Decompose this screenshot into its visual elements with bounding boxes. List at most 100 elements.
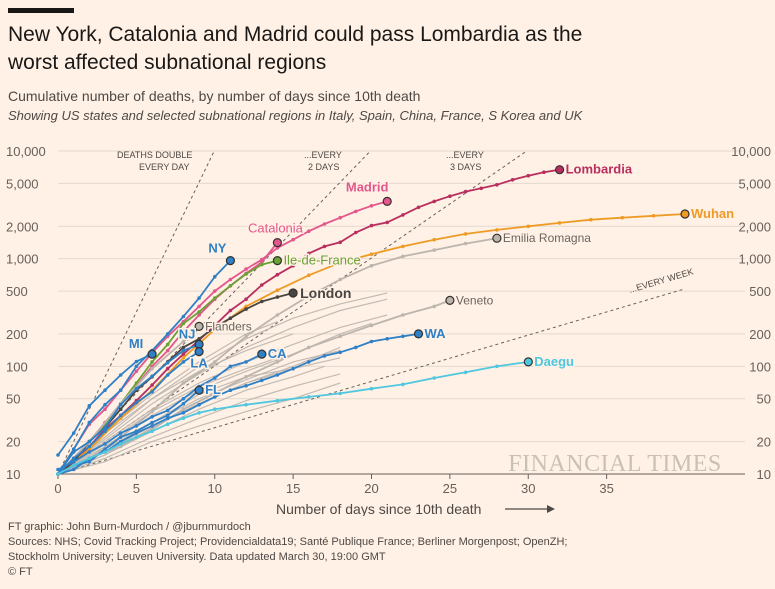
end-point-marker xyxy=(445,295,455,305)
y-tick-label-left: 100 xyxy=(6,359,28,374)
data-point xyxy=(463,241,468,246)
data-point xyxy=(150,390,154,394)
y-tick-label-right: 10 xyxy=(757,467,771,482)
data-point xyxy=(118,431,123,435)
y-tick-label-right: 20 xyxy=(757,435,771,450)
data-point xyxy=(181,345,186,350)
data-point xyxy=(150,415,154,419)
footer-sources-1: Sources: NHS; Covid Tracking Project; Pr… xyxy=(8,536,568,548)
data-point xyxy=(338,350,343,355)
y-tick-label-right: 100 xyxy=(749,359,771,374)
data-point xyxy=(213,376,217,380)
data-point xyxy=(103,425,107,430)
y-tick-label-right: 10,000 xyxy=(731,144,771,159)
data-point xyxy=(432,304,437,309)
chart-footer: FT graphic: John Burn-Murdoch / @jburnmu… xyxy=(8,520,567,580)
x-axis-title: Number of days since 10th death xyxy=(276,501,481,516)
data-point xyxy=(338,240,343,245)
series-label: NY xyxy=(208,241,226,256)
data-point xyxy=(103,450,107,454)
data-point xyxy=(275,398,280,403)
data-point xyxy=(103,429,107,434)
data-point xyxy=(181,356,186,360)
data-point xyxy=(87,439,92,444)
data-point xyxy=(165,360,170,365)
data-point xyxy=(307,395,311,399)
footer-sources-2: Stockholm University; Leuven University.… xyxy=(8,551,386,563)
data-point xyxy=(71,467,76,472)
y-tick-label-right: 5,000 xyxy=(738,176,771,191)
end-point-marker xyxy=(272,255,282,266)
series-line xyxy=(57,333,419,475)
y-tick-label-right: 1,000 xyxy=(738,252,771,267)
data-point xyxy=(150,383,154,387)
series-label: Daegu xyxy=(534,354,574,369)
series-nj: NJ xyxy=(56,325,204,476)
x-axis-arrow-head xyxy=(547,505,555,513)
data-point xyxy=(181,416,186,421)
chart: 10,0005,0002,0001,00050020010050201010,0… xyxy=(6,144,771,516)
data-point xyxy=(181,396,186,401)
data-point xyxy=(213,391,217,396)
data-point xyxy=(150,366,154,371)
data-point xyxy=(354,345,358,350)
x-tick-label: 10 xyxy=(208,481,222,496)
data-point xyxy=(401,334,405,339)
end-point-marker xyxy=(194,385,204,395)
data-point xyxy=(463,189,468,194)
series-label: Catalonia xyxy=(248,221,304,236)
y-tick-label-left: 10,000 xyxy=(6,144,46,159)
data-point xyxy=(448,194,452,198)
x-tick-label: 0 xyxy=(54,481,61,496)
data-point xyxy=(213,360,217,364)
data-point xyxy=(369,252,374,256)
chart-title-line-2: worst affected subnational regions xyxy=(8,51,327,74)
data-point xyxy=(228,388,233,392)
data-point xyxy=(495,228,499,232)
data-point xyxy=(432,237,437,242)
data-point xyxy=(150,420,154,425)
footer-credit: FT graphic: John Burn-Murdoch / @jburnmu… xyxy=(8,521,251,533)
data-point xyxy=(134,424,139,428)
data-point xyxy=(87,450,92,454)
series-label: Emilia Romagna xyxy=(503,231,591,245)
data-point xyxy=(322,222,327,226)
y-tick-label-left: 500 xyxy=(6,284,28,299)
data-point xyxy=(87,456,92,461)
data-point xyxy=(118,402,123,407)
data-point xyxy=(87,404,92,408)
data-point xyxy=(181,348,186,353)
data-point xyxy=(228,364,233,369)
data-point xyxy=(401,313,405,317)
end-point-marker xyxy=(523,357,533,367)
data-point xyxy=(213,395,217,399)
data-point xyxy=(338,334,343,339)
data-point xyxy=(103,447,107,452)
data-point xyxy=(134,429,139,434)
data-point xyxy=(87,459,92,464)
series-line xyxy=(57,200,388,475)
data-point xyxy=(165,348,170,353)
data-point xyxy=(354,209,358,214)
series-line-background xyxy=(57,292,388,475)
data-point xyxy=(197,310,201,314)
series-label: Veneto xyxy=(456,293,494,307)
chart-title-line-1: New York, Catalonia and Madrid could pas… xyxy=(8,23,583,46)
data-point xyxy=(181,352,186,356)
data-point xyxy=(401,213,405,217)
data-point xyxy=(56,467,60,472)
data-point xyxy=(118,407,123,412)
data-point xyxy=(401,254,405,259)
data-point xyxy=(150,374,154,378)
data-point xyxy=(118,444,123,449)
series-label: Wuhan xyxy=(691,206,734,221)
series-line xyxy=(57,343,200,475)
data-point xyxy=(369,223,374,228)
series-label: NJ xyxy=(179,326,196,341)
data-point xyxy=(401,382,405,387)
data-point xyxy=(244,304,248,309)
series-label: Madrid xyxy=(346,179,389,194)
data-point xyxy=(244,375,248,379)
data-point xyxy=(165,342,170,347)
data-point xyxy=(134,400,139,405)
